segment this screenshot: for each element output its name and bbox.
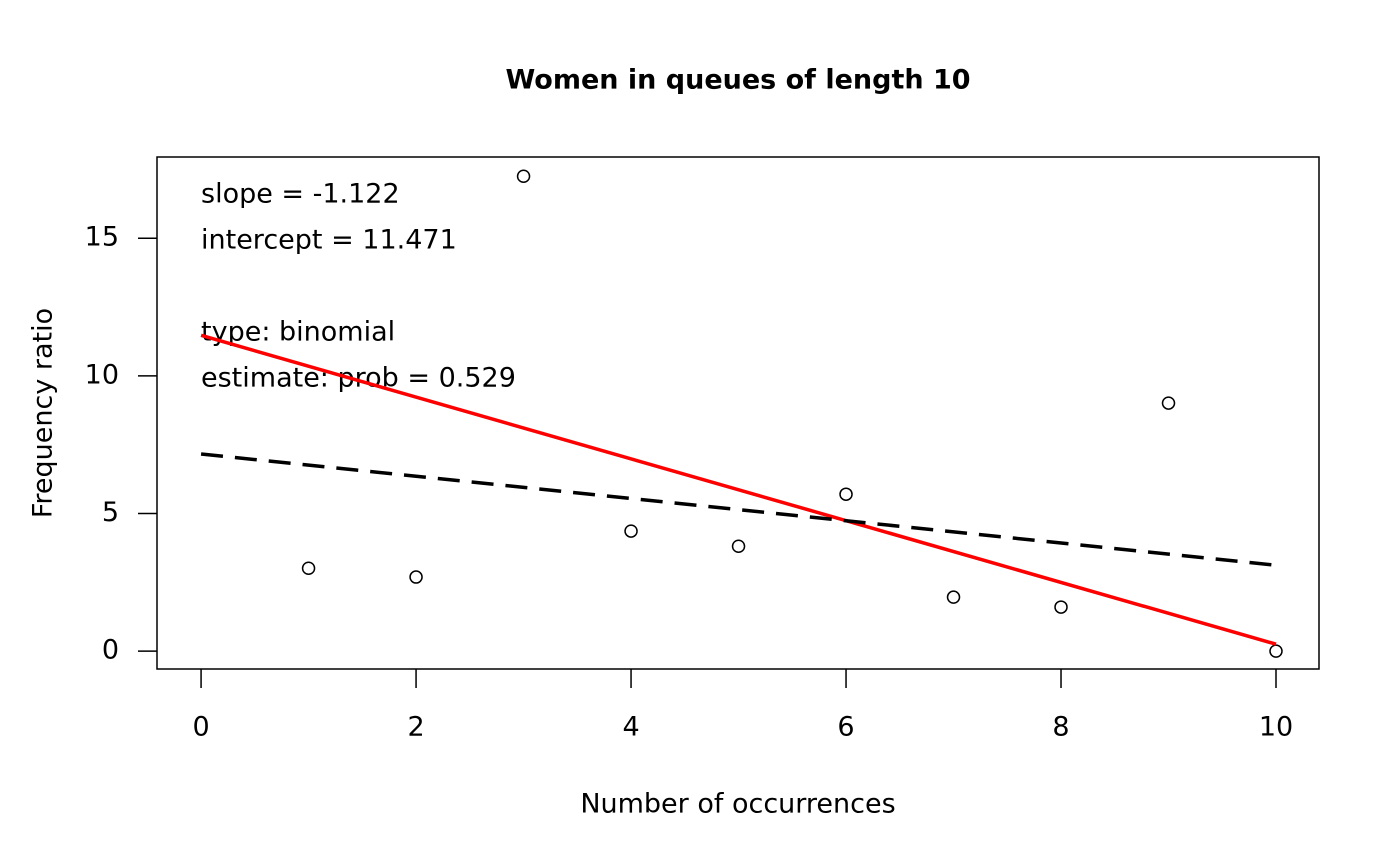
x-tick-label: 10 <box>1259 712 1293 743</box>
annotation: slope = -1.122 <box>201 179 400 210</box>
point <box>731 539 746 553</box>
point <box>516 169 531 184</box>
annotation: intercept = 11.471 <box>201 225 457 256</box>
x-axis-label: Number of occurrences <box>580 789 895 820</box>
point <box>1269 644 1283 658</box>
annotation: type: binomial <box>201 317 395 348</box>
x-tick-label: 6 <box>837 712 854 743</box>
point <box>409 570 423 584</box>
x-tick-label: 4 <box>622 712 639 743</box>
point <box>1161 396 1176 410</box>
y-tick-label: 5 <box>102 497 119 528</box>
point <box>624 524 638 538</box>
point <box>839 487 853 501</box>
x-tick-label: 8 <box>1052 712 1069 743</box>
plot-frame <box>156 156 1320 670</box>
annotation: estimate: prob = 0.529 <box>201 363 516 394</box>
point <box>1054 600 1068 614</box>
point <box>946 590 961 604</box>
point <box>301 561 316 576</box>
chart-title: Women in queues of length 10 <box>505 65 970 96</box>
y-tick-label: 0 <box>102 635 119 666</box>
x-tick-label: 2 <box>407 712 424 743</box>
fit-line <box>200 333 1277 646</box>
x-tick-label: 0 <box>192 712 209 743</box>
y-tick-label: 10 <box>85 359 119 390</box>
y-tick-label: 15 <box>85 222 119 253</box>
y-axis-label: Frequency ratio <box>28 308 59 518</box>
fit-line <box>200 452 1277 567</box>
